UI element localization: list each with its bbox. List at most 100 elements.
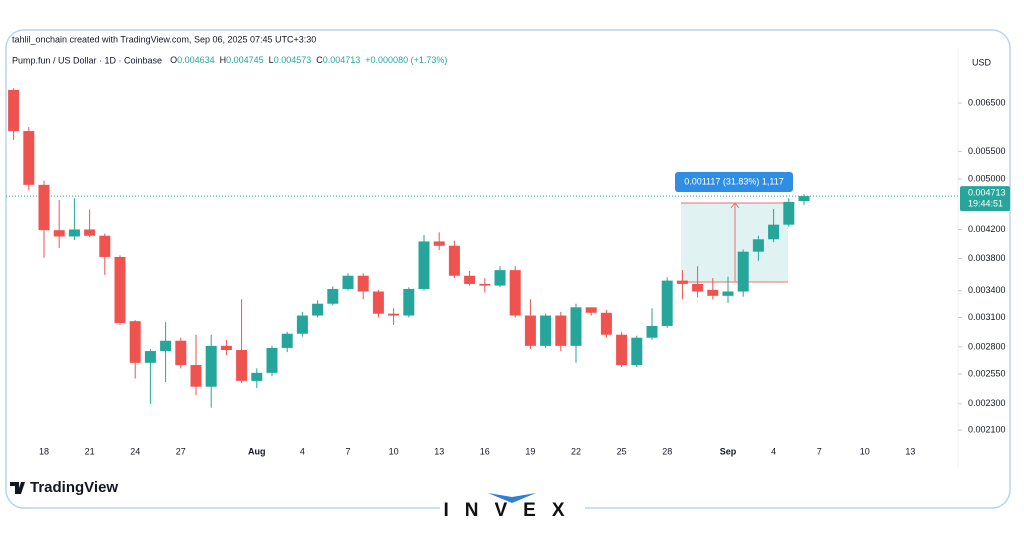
measure-label: 0.001117 (31.83%) 1,117 [684,176,784,186]
y-tick-label: 0.005500 [968,146,1006,156]
candle-body [722,291,734,296]
candle-body [68,229,80,237]
candle-body [8,89,20,132]
currency: USD [972,57,992,67]
candle-body [84,229,96,236]
candle-body [646,325,658,338]
credit: tahlil_onchain created with TradingView.… [12,34,316,44]
ohlc-legend: O0.004634 H0.004745 L0.004573 C0.004713 +0.0… [170,55,447,65]
candle-body [524,315,536,346]
candle-body [661,280,673,326]
x-tick-label: Sep [720,446,737,456]
candle-body [494,270,506,286]
candle-body [190,365,202,387]
x-tick-label: 13 [434,446,444,456]
candle-body [388,313,400,316]
candle-body [372,291,384,314]
frame [5,29,1011,509]
candle-body [540,315,552,346]
candle-body [114,256,126,324]
candle-body [433,241,445,246]
candle-body [175,340,187,366]
x-tick-label: 7 [817,446,822,456]
x-tick-label: 4 [771,446,776,456]
y-tick-label: 0.005000 [968,173,1006,183]
y-tick-label: 0.003400 [968,285,1006,295]
candle-body [783,201,795,225]
x-tick-label: 28 [662,446,672,456]
x-tick-label: 19 [525,446,535,456]
x-tick-label: 24 [130,446,140,456]
candle-body [357,275,369,292]
symbol: Pump.fun / US Dollar · 1D · Coinbase [12,55,162,65]
candle-body [38,184,50,231]
candle-body [509,270,521,316]
y-tick-label: 0.002550 [968,368,1006,378]
x-tick-label: 18 [39,446,49,456]
candle-body [448,245,460,276]
candle-body [555,315,567,346]
measure-label-box [675,172,793,192]
x-tick-label: 27 [176,446,186,456]
candle-body [99,235,111,257]
x-tick-label: 10 [389,446,399,456]
ohlc-key: L [269,55,274,65]
candle-body [144,351,156,363]
candle-body [631,337,643,366]
ohlc-key: O [170,55,177,65]
candle-body [479,283,491,286]
candle-body [220,345,232,350]
ohlc-key: C [316,55,323,65]
watermark-swoosh [488,493,536,503]
x-tick-label: 16 [480,446,490,456]
candle-body [768,224,780,240]
candle-body [403,288,415,316]
x-tick-label: 10 [860,446,870,456]
y-tick-label: 0.004200 [968,224,1006,234]
last-price-label: 0.004713 [968,187,1006,197]
ohlc-value: 0.004713 [323,55,361,65]
candle-body [281,333,293,348]
ohlc-value: 0.004745 [226,55,264,65]
watermark: INVEX [443,500,580,521]
candle-body [692,283,704,292]
candle-body [327,288,339,304]
y-tick-label: 0.003100 [968,312,1006,322]
y-tick-label: 0.002100 [968,425,1006,435]
countdown: 19:44:51 [968,198,1003,208]
candle-body [205,345,217,387]
candle-body [798,196,810,201]
x-tick-label: 22 [571,446,581,456]
candle-body [312,303,324,316]
ohlc-value: 0.004634 [177,55,215,65]
tv-logo-dot [20,482,25,486]
x-tick-label: 13 [905,446,915,456]
y-tick-label: 0.002300 [968,398,1006,408]
candle-body [236,349,248,381]
measure-arrowhead [730,202,740,209]
y-tick-label: 0.002800 [968,341,1006,351]
candle-body [585,307,597,313]
candle-body [600,312,612,335]
ohlc-value: 0.004573 [274,55,312,65]
candle-body [266,347,278,373]
candle-body [737,251,749,292]
candle-body [296,315,308,334]
candle-body [160,340,172,352]
y-tick-label: 0.006500 [968,97,1006,107]
candle-body [129,321,141,363]
x-tick-label: 7 [345,446,350,456]
last-price-box [960,186,1010,212]
tv-logo-text: TradingView [30,479,118,496]
candle-body [616,334,628,366]
x-tick-label: Aug [248,446,266,456]
candle-body [23,131,35,185]
ohlc-change: +0.000080 (+1.73%) [365,55,447,65]
x-tick-label: 25 [617,446,627,456]
candle-body [418,241,430,289]
candle-body [464,275,476,284]
candle-body [342,275,354,289]
candle-body [676,280,688,284]
